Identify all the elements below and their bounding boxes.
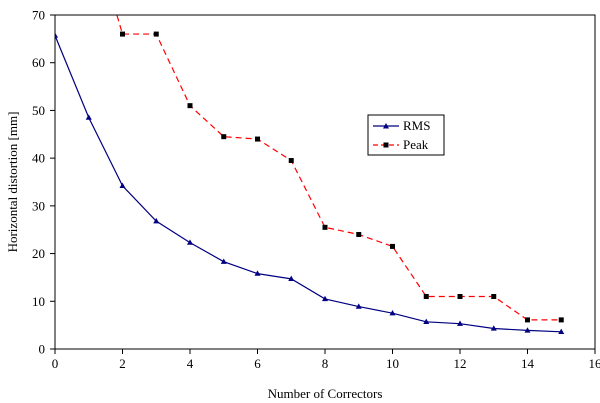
- y-tick-label: 10: [32, 294, 45, 309]
- y-tick-label: 70: [32, 8, 45, 23]
- x-tick-label: 14: [521, 356, 535, 371]
- data-point-peak: [356, 231, 362, 237]
- legend-label-peak: Peak: [403, 137, 429, 152]
- data-point-rms: [220, 258, 227, 264]
- x-tick-label: 16: [589, 356, 600, 371]
- x-tick-label: 12: [454, 356, 467, 371]
- data-point-rms: [389, 310, 396, 316]
- data-point-rms: [119, 182, 126, 189]
- x-tick-label: 8: [322, 356, 329, 371]
- legend: RMS Peak: [367, 114, 445, 156]
- data-point-rms: [355, 303, 362, 309]
- x-tick-label: 4: [187, 356, 194, 371]
- x-tick-label: 10: [386, 356, 399, 371]
- data-point-peak: [457, 294, 463, 300]
- legend-peak-marker: [383, 142, 389, 148]
- data-point-rms: [254, 270, 261, 276]
- legend-rms-marker: [383, 123, 389, 129]
- data-point-peak: [525, 317, 530, 323]
- data-point-peak: [423, 294, 429, 300]
- y-tick-label: 40: [32, 151, 45, 166]
- series-line-peak: [116, 15, 562, 321]
- data-point-peak: [390, 243, 395, 249]
- y-tick-label: 60: [32, 55, 45, 70]
- x-tick-label: 2: [119, 356, 126, 371]
- data-point-rms: [558, 328, 565, 335]
- data-point-peak: [187, 103, 193, 109]
- data-point-peak: [288, 158, 294, 164]
- data-point-rms: [55, 32, 58, 38]
- y-tick-label: 0: [39, 342, 46, 357]
- series-layer: [55, 15, 565, 335]
- legend-label-rms: RMS: [403, 118, 430, 133]
- data-point-peak: [221, 134, 227, 140]
- legend-box: [367, 114, 445, 156]
- x-axis-title: Number of Correctors: [268, 386, 383, 401]
- y-tick-label: 20: [32, 246, 45, 261]
- x-tick-label: 0: [52, 356, 59, 371]
- tick-labels: 0 2 4 6 8 10 12 14 16 0 10 20 30 40 50 60 70: [32, 8, 600, 372]
- data-point-rms: [524, 327, 531, 333]
- data-point-peak: [153, 31, 159, 37]
- axes: [50, 14, 596, 354]
- y-tick-label: 50: [32, 103, 45, 118]
- data-point-peak: [120, 31, 125, 37]
- data-point-rms: [322, 295, 328, 302]
- data-point-rms: [187, 239, 193, 245]
- y-tick-label: 30: [32, 198, 45, 213]
- series-line-rms: [55, 35, 562, 333]
- data-point-peak: [322, 224, 328, 230]
- data-point-peak: [558, 317, 564, 323]
- x-tick-label: 6: [254, 356, 261, 371]
- data-point-rms: [490, 325, 497, 331]
- data-point-rms: [457, 320, 463, 326]
- data-point-rms: [423, 318, 430, 325]
- data-point-peak: [255, 136, 260, 142]
- data-point-rms: [85, 114, 92, 120]
- data-point-rms: [153, 217, 160, 224]
- y-axis-title: Horizontal distortion [mm]: [5, 112, 20, 253]
- data-point-rms: [288, 275, 295, 282]
- data-point-peak: [491, 294, 497, 300]
